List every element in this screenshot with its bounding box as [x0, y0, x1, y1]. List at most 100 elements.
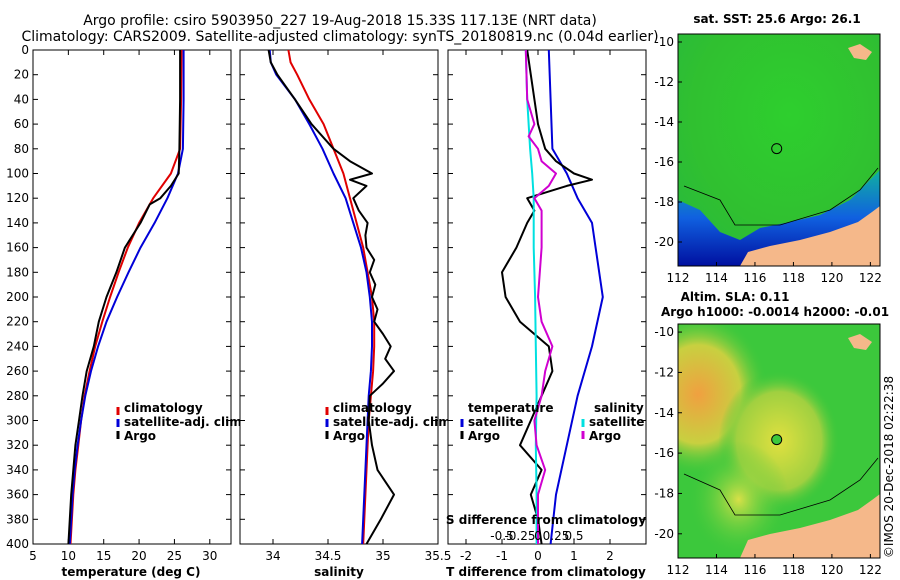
map-x-tick-label: 118	[782, 563, 805, 577]
map-y-tick-label: -12	[654, 365, 674, 379]
depth-tick-label: 140	[6, 216, 29, 230]
series-climatology	[287, 49, 376, 545]
depth-tick-label: 220	[6, 315, 29, 329]
sst-isobath	[683, 167, 879, 226]
depth-tick-label: 40	[14, 92, 29, 106]
depth-tick-label: 160	[6, 241, 29, 255]
series-s-argo	[524, 49, 557, 544]
x-tick-label: 30	[202, 549, 217, 563]
map-y-tick-label: -20	[654, 235, 674, 249]
salinity-plot-area	[239, 49, 439, 545]
map-x-tick-label: 118	[782, 271, 805, 285]
series-s-satellite	[524, 49, 538, 544]
depth-tick-label: 80	[14, 142, 29, 156]
x-tick-label: 5	[29, 549, 37, 563]
depth-tick-label: 340	[6, 463, 29, 477]
map-y-tick-label: -10	[654, 35, 674, 49]
legend-argo: Argo	[124, 429, 156, 443]
salinity-legend: climatology satellite-adj. clim. Argo	[325, 401, 455, 443]
map-x-tick-label: 112	[667, 563, 690, 577]
x-tick-label: -1	[496, 549, 508, 563]
series-argo	[267, 49, 395, 545]
map-x-tick-label: 122	[859, 271, 882, 285]
difference-tick-labels: -2 -1 0 1 2-0.5-0.250 0.250.5	[460, 529, 614, 563]
depth-tick-label: 280	[6, 389, 29, 403]
sla-map-ticks: 112 114 116 118 120 122 -10 -12 -14 -16 -18 -20	[654, 325, 881, 577]
series-t-satellite	[547, 49, 604, 545]
sst-argo-marker	[771, 143, 783, 155]
depth-tick-label: 240	[6, 339, 29, 353]
title-line-2: Climatology: CARS2009. Satellite-adjuste…	[21, 29, 658, 45]
map-y-tick-label: -16	[654, 155, 674, 169]
x2-tick-label: 0.25	[543, 529, 570, 543]
map-x-tick-label: 122	[859, 563, 882, 577]
legend-climatology: climatology	[124, 401, 203, 415]
credit: ©IMOS 20-Dec-2018 02:22:38	[882, 376, 896, 558]
legend-salinity-header: salinity	[594, 401, 644, 415]
depth-tick-label: 260	[6, 364, 29, 378]
temperature-legend: climatology satellite-adj. clim. Argo	[116, 401, 246, 443]
legend-temperature-header: temperature	[468, 401, 553, 415]
x2-tick-label: -0.25	[504, 529, 535, 543]
x2-tick-label: -0.5	[490, 529, 513, 543]
x-tick-label: 34	[265, 549, 280, 563]
map-y-tick-label: -14	[654, 115, 674, 129]
depth-tick-label: 180	[6, 265, 29, 279]
temperature-series	[67, 49, 185, 545]
series-t-argo	[501, 49, 593, 545]
depth-tick-label: 200	[6, 290, 29, 304]
sla-map-frame	[677, 323, 881, 559]
map-x-tick-label: 116	[743, 271, 766, 285]
x-tick-label: 20	[131, 549, 146, 563]
x2-tick-label: 0	[534, 529, 542, 543]
x2-tick-label: 0.5	[564, 529, 583, 543]
sst-map: sat. SST: 25.6 Argo: 26.1	[654, 12, 881, 285]
map-y-tick-label: -12	[654, 75, 674, 89]
title-line-1: Argo profile: csiro 5903950_227 19-Aug-2…	[83, 13, 597, 29]
sla-map-subtitle: Argo h1000: -0.0014 h2000: -0.01	[661, 305, 889, 319]
x-tick-label: 2	[606, 549, 614, 563]
difference-panel: -2 -1 0 1 2-0.5-0.250 0.250.5 T difference fr…	[446, 49, 647, 579]
depth-tick-label: 100	[6, 167, 29, 181]
temperature-tick-labels: 0 20 40 60 80 100 120 140 160 180 200 220 240 260 280 3…	[6, 43, 217, 563]
x-tick-label: 10	[61, 549, 76, 563]
map-x-tick-label: 120	[820, 271, 843, 285]
legend-satellite-adj: satellite-adj. clim.	[124, 415, 246, 429]
x-tick-label: 35.5	[425, 549, 452, 563]
sst-map-title: sat. SST: 25.6 Argo: 26.1	[693, 12, 860, 26]
x-tick-label: -2	[460, 549, 472, 563]
legend-argo: Argo	[333, 429, 365, 443]
salinity-ticks	[240, 49, 439, 545]
sla-island-land	[848, 334, 872, 350]
depth-tick-label: 380	[6, 512, 29, 526]
map-y-tick-label: -18	[654, 195, 674, 209]
depth-tick-label: 20	[14, 68, 29, 82]
temperature-panel: 0 20 40 60 80 100 120 140 160 180 200 220 240 260 280 3…	[6, 43, 246, 579]
sla-map: Altim. SLA: 0.11 Argo h1000: -0.0014 h20…	[654, 290, 889, 577]
map-y-tick-label: -20	[654, 527, 674, 541]
map-x-tick-label: 120	[820, 563, 843, 577]
difference-xlabel: T difference from climatology	[446, 565, 646, 579]
map-y-tick-label: -14	[654, 406, 674, 420]
sst-island-land	[848, 44, 872, 60]
legend-t-argo: Argo	[468, 429, 500, 443]
depth-tick-label: 400	[6, 537, 29, 551]
sla-australia-land	[740, 494, 880, 558]
x-tick-label: 34.5	[315, 549, 342, 563]
temperature-plot-area	[32, 49, 232, 545]
difference-plot-area	[447, 49, 647, 545]
sst-map-frame	[677, 33, 881, 267]
map-y-tick-label: -10	[654, 325, 674, 339]
temperature-xlabel: temperature (deg C)	[62, 565, 201, 579]
x-tick-label: 15	[96, 549, 111, 563]
sla-map-title: Altim. SLA: 0.11	[681, 290, 790, 304]
x-tick-label: 0	[534, 549, 542, 563]
salinity-tick-labels: 34 34.5 35 35.5	[265, 549, 451, 563]
legend-t-satellite: satellite	[468, 415, 523, 429]
legend-s-argo: Argo	[589, 429, 621, 443]
depth-tick-label: 320	[6, 438, 29, 452]
salinity-panel: 34 34.5 35 35.5 salinity climatology satell…	[239, 49, 455, 579]
depth-tick-label: 60	[14, 117, 29, 131]
difference-x2label: S difference from climatology	[446, 513, 646, 527]
